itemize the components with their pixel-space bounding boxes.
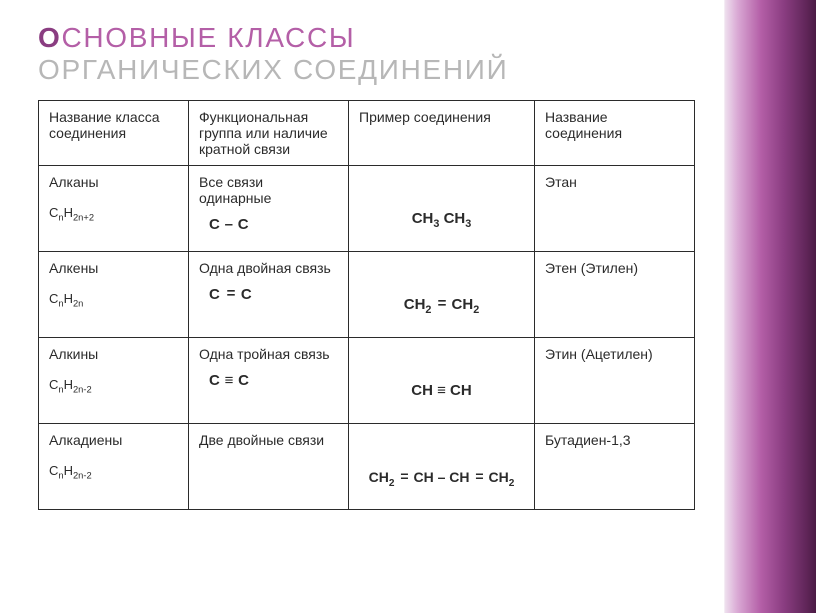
cell-class: Алканы CnH2n+2	[39, 166, 189, 252]
cell-func: Одна тройная связь C ≡ C	[189, 338, 349, 424]
class-name: Алканы	[49, 174, 178, 190]
title-line1-rest: сновные классы	[61, 22, 355, 53]
header-compound: Название соединения	[535, 101, 695, 166]
general-formula: CnH2n	[49, 291, 83, 306]
table-row: Алканы CnH2n+2 Все связи одинарные C – C…	[39, 166, 695, 252]
cell-class: Алкадиены CnH2n-2	[39, 424, 189, 510]
title-line-1: Основные классы	[38, 22, 355, 53]
slide: Основные классы органических соединений …	[0, 0, 816, 613]
header-class: Название класса соединения	[39, 101, 189, 166]
general-formula: CnH2n+2	[49, 205, 94, 220]
cell-example: CH2 = CH2	[349, 252, 535, 338]
func-text: Одна двойная связь	[199, 260, 338, 276]
compound-name: Бутадиен-1,3	[545, 432, 631, 448]
header-example: Пример соединения	[349, 101, 535, 166]
cell-func: Все связи одинарные C – C	[189, 166, 349, 252]
cell-class: Алкины CnH2n-2	[39, 338, 189, 424]
table-body: Алканы CnH2n+2 Все связи одинарные C – C…	[39, 166, 695, 510]
cell-example: CH3 CH3	[349, 166, 535, 252]
func-text: Все связи одинарные	[199, 174, 338, 206]
cell-compound: Этен (Этилен)	[535, 252, 695, 338]
classes-table: Название класса соединения Функциональна…	[38, 100, 695, 510]
compound-name: Этан	[545, 174, 577, 190]
example-formula: CH3 CH3	[412, 210, 472, 227]
slide-title: Основные классы органических соединений	[38, 22, 706, 86]
compound-name: Этин (Ацетилен)	[545, 346, 653, 362]
cell-compound: Этин (Ацетилен)	[535, 338, 695, 424]
header-func: Функциональная группа или наличие кратно…	[189, 101, 349, 166]
func-text: Одна тройная связь	[199, 346, 338, 362]
table-row: Алкадиены CnH2n-2 Две двойные связи CH2 …	[39, 424, 695, 510]
example-formula: CH ≡ CH	[411, 382, 471, 399]
side-gradient-panel	[724, 0, 816, 613]
bond-sketch	[199, 458, 209, 475]
general-formula: CnH2n-2	[49, 377, 92, 392]
cell-func: Две двойные связи	[189, 424, 349, 510]
title-first-cap: О	[38, 22, 61, 53]
class-name: Алкадиены	[49, 432, 178, 448]
table-row: Алкины CnH2n-2 Одна тройная связь C ≡ C …	[39, 338, 695, 424]
bond-sketch: C = C	[199, 286, 252, 303]
compound-name: Этен (Этилен)	[545, 260, 638, 276]
example-formula: CH2 = CH – CH = CH2	[369, 469, 515, 485]
bond-sketch: C – C	[199, 216, 249, 233]
cell-class: Алкены CnH2n	[39, 252, 189, 338]
bond-sketch: C ≡ C	[199, 372, 249, 389]
cell-example: CH ≡ CH	[349, 338, 535, 424]
cell-func: Одна двойная связь C = C	[189, 252, 349, 338]
slide-content: Основные классы органических соединений …	[38, 22, 706, 510]
title-line-2: органических соединений	[38, 54, 508, 85]
func-text: Две двойные связи	[199, 432, 338, 448]
cell-compound: Бутадиен-1,3	[535, 424, 695, 510]
class-name: Алкены	[49, 260, 178, 276]
cell-compound: Этан	[535, 166, 695, 252]
table-header-row: Название класса соединения Функциональна…	[39, 101, 695, 166]
cell-example: CH2 = CH – CH = CH2	[349, 424, 535, 510]
class-name: Алкины	[49, 346, 178, 362]
general-formula: CnH2n-2	[49, 463, 92, 478]
table-row: Алкены CnH2n Одна двойная связь C = C CH…	[39, 252, 695, 338]
example-formula: CH2 = CH2	[404, 296, 479, 313]
